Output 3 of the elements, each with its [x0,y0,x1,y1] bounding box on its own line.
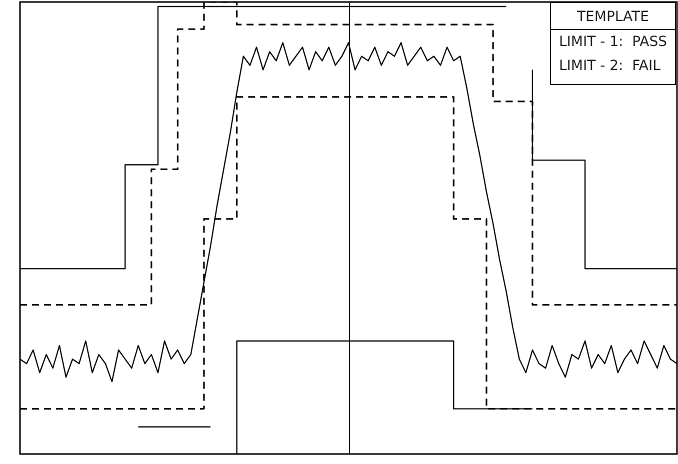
annotation: LIMIT - 1: PASS [558,33,667,52]
annotation: LIMIT - 2: FAIL [558,57,662,76]
annotation: TEMPLATE [550,5,675,30]
